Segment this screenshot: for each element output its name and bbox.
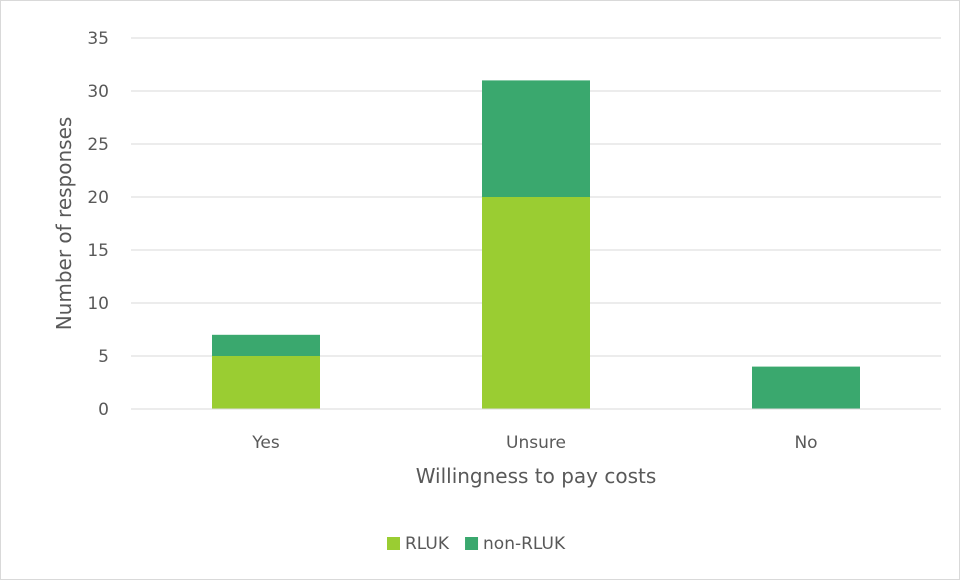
y-tick-label: 15 bbox=[87, 241, 109, 261]
bar-rluk-unsure bbox=[482, 197, 590, 409]
y-tick-label: 25 bbox=[87, 135, 109, 155]
legend-label: non-RLUK bbox=[483, 534, 566, 554]
x-tick-label: No bbox=[794, 433, 817, 453]
y-tick-label: 20 bbox=[87, 188, 109, 208]
legend-swatch bbox=[387, 537, 400, 550]
legend: RLUK non-RLUK bbox=[387, 534, 566, 554]
y-tick-label: 5 bbox=[98, 347, 109, 367]
y-tick-label: 35 bbox=[87, 29, 109, 49]
y-tick-label: 0 bbox=[98, 400, 109, 420]
bar-non-rluk-unsure bbox=[482, 80, 590, 197]
bar-non-rluk-yes bbox=[212, 334, 320, 356]
y-axis-title: Number of responses bbox=[52, 117, 76, 331]
y-axis-ticks: 0 5 10 15 20 25 30 35 bbox=[87, 29, 109, 420]
x-axis-title: Willingness to pay costs bbox=[416, 464, 657, 488]
bars bbox=[212, 80, 860, 409]
x-axis-ticks: Yes Unsure No bbox=[251, 433, 817, 453]
x-tick-label: Unsure bbox=[506, 433, 566, 453]
y-tick-label: 30 bbox=[87, 82, 109, 102]
bar-non-rluk-no bbox=[752, 366, 860, 409]
legend-swatch bbox=[465, 537, 479, 550]
x-tick-label: Yes bbox=[251, 433, 280, 453]
bar-rluk-yes bbox=[212, 356, 320, 409]
legend-label: RLUK bbox=[405, 534, 450, 554]
y-tick-label: 10 bbox=[87, 294, 109, 314]
